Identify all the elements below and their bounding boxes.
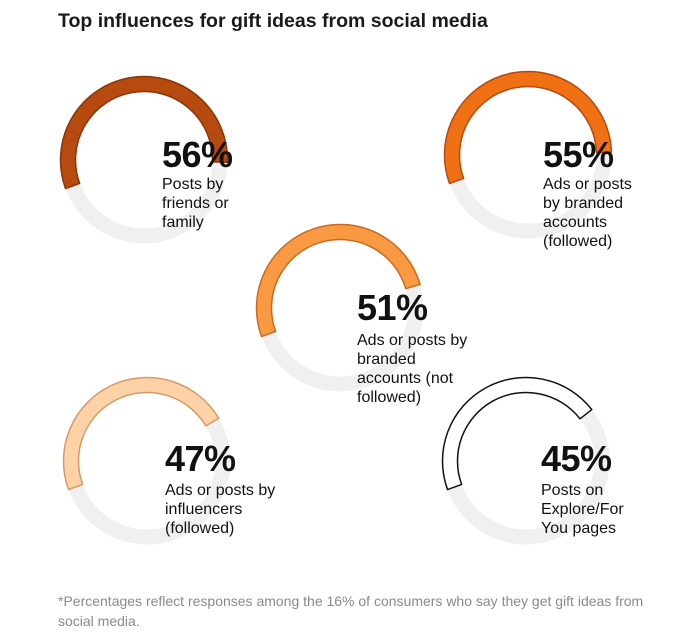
chart-title: Top influences for gift ideas from socia… bbox=[58, 10, 488, 32]
category-label: Ads or posts by influencers (followed) bbox=[165, 482, 276, 537]
ring-arc-51 bbox=[255, 223, 421, 338]
value-label: 55% bbox=[543, 134, 614, 175]
category-label: Posts on Explore/For You pages bbox=[541, 482, 624, 537]
ring-arc-55 bbox=[443, 70, 613, 185]
category-label: Ads or posts by branded accounts (not fo… bbox=[357, 332, 468, 406]
ring-arc-45 bbox=[441, 376, 593, 491]
category-label: Posts by friends or family bbox=[162, 176, 229, 231]
value-label: 56% bbox=[162, 134, 233, 175]
footnote: *Percentages reflect responses among the… bbox=[58, 593, 644, 629]
ring-arc-56 bbox=[59, 75, 229, 190]
value-label: 45% bbox=[541, 438, 612, 479]
category-label: Ads or posts by branded accounts (follow… bbox=[543, 176, 632, 250]
value-label: 47% bbox=[165, 438, 236, 479]
value-label: 51% bbox=[357, 287, 428, 328]
ring-arc-47 bbox=[62, 376, 220, 491]
